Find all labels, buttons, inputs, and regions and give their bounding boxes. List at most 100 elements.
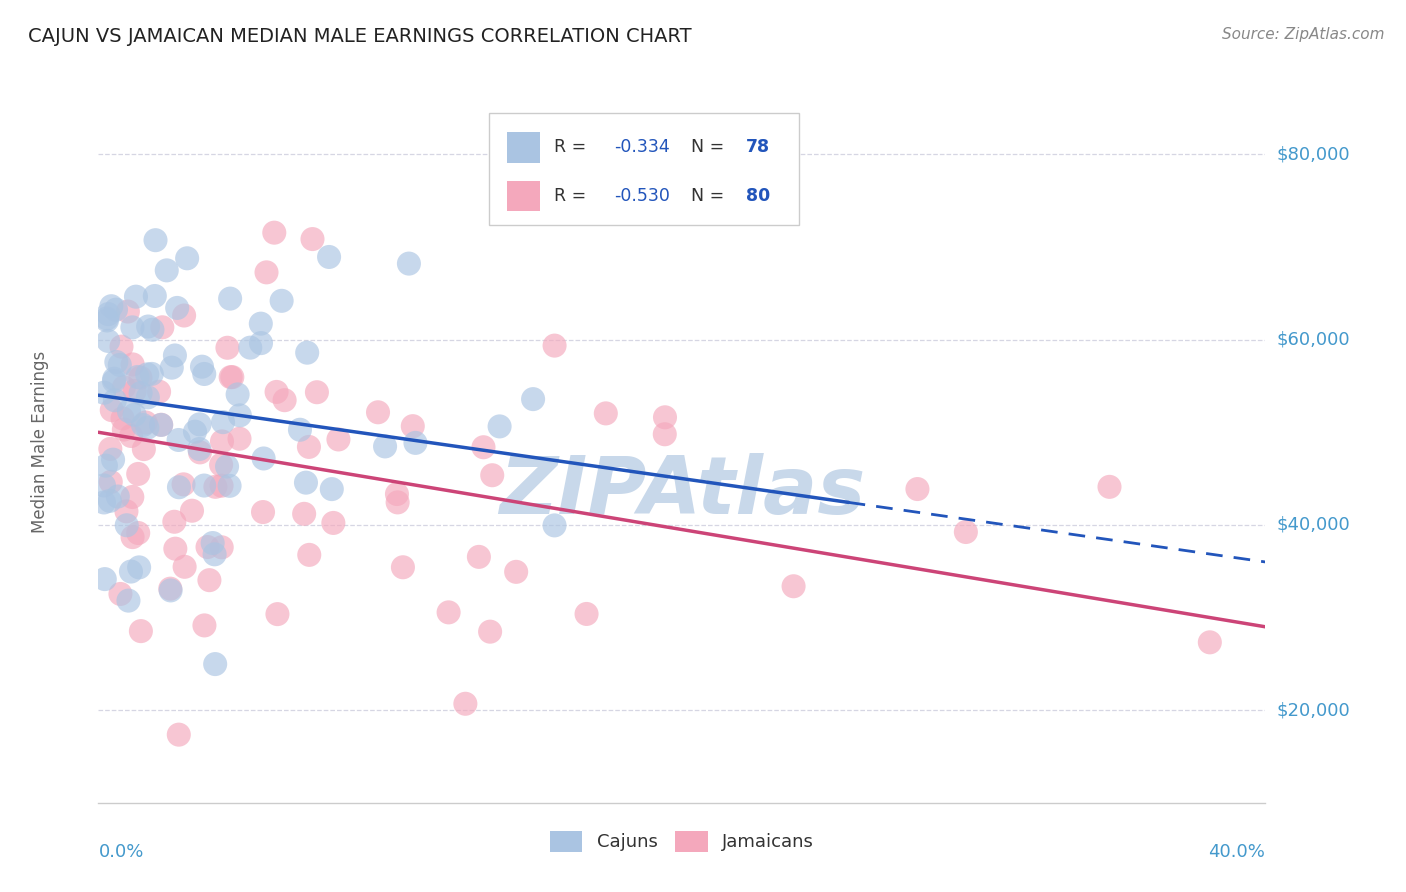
Text: N =: N = xyxy=(692,187,730,205)
Bar xyxy=(508,132,540,162)
Point xyxy=(127,526,149,541)
Point xyxy=(181,504,204,518)
Text: $20,000: $20,000 xyxy=(1277,701,1350,719)
Point xyxy=(305,385,328,400)
Point xyxy=(101,452,124,467)
Point xyxy=(219,370,242,384)
Point xyxy=(163,349,186,363)
Point xyxy=(112,380,135,394)
Point xyxy=(129,624,152,639)
Point xyxy=(163,515,186,529)
Point xyxy=(184,425,207,439)
Point xyxy=(100,475,122,489)
Point xyxy=(322,516,344,530)
Point xyxy=(128,560,150,574)
Point xyxy=(595,406,617,420)
Point xyxy=(105,355,128,369)
Point xyxy=(212,415,235,429)
Point xyxy=(522,392,544,406)
Point xyxy=(198,573,221,587)
Point xyxy=(217,341,239,355)
Point xyxy=(121,490,143,504)
Point xyxy=(173,559,195,574)
Point xyxy=(292,507,315,521)
Point xyxy=(228,432,250,446)
Text: 78: 78 xyxy=(747,138,770,156)
Point xyxy=(104,393,127,408)
FancyBboxPatch shape xyxy=(489,112,799,225)
Point xyxy=(136,368,159,382)
Point xyxy=(98,494,121,508)
Point xyxy=(150,417,173,432)
Point xyxy=(193,618,215,632)
Point xyxy=(543,338,565,352)
Point xyxy=(374,439,396,453)
Point xyxy=(215,459,238,474)
Point xyxy=(295,475,318,490)
Point xyxy=(1098,480,1121,494)
Point xyxy=(176,252,198,266)
Point xyxy=(266,607,288,621)
Bar xyxy=(508,181,540,211)
Point xyxy=(295,345,318,359)
Point xyxy=(318,250,340,264)
Point xyxy=(263,226,285,240)
Point xyxy=(121,530,143,544)
Point xyxy=(193,367,215,381)
Point xyxy=(156,263,179,277)
Point xyxy=(204,480,226,494)
Point xyxy=(505,565,527,579)
Point xyxy=(188,445,211,459)
Text: $40,000: $40,000 xyxy=(1277,516,1350,534)
Point xyxy=(118,404,141,418)
Text: 40.0%: 40.0% xyxy=(1209,843,1265,861)
Point xyxy=(488,419,510,434)
Point xyxy=(141,323,163,337)
Text: R =: R = xyxy=(554,138,592,156)
Point xyxy=(124,408,146,422)
Point xyxy=(253,451,276,466)
Point xyxy=(141,367,163,381)
Point xyxy=(107,490,129,504)
Point xyxy=(108,358,131,372)
Point xyxy=(221,370,243,384)
Point xyxy=(193,478,215,492)
Point xyxy=(437,606,460,620)
Point xyxy=(385,487,408,501)
Point xyxy=(120,429,142,443)
Point xyxy=(165,541,187,556)
Point xyxy=(188,417,211,432)
Point xyxy=(120,565,142,579)
Point xyxy=(167,433,190,447)
Point xyxy=(472,440,495,454)
Point xyxy=(575,607,598,621)
Point xyxy=(150,320,173,334)
Point xyxy=(167,480,190,494)
Text: Median Male Earnings: Median Male Earnings xyxy=(31,351,49,533)
Point xyxy=(112,423,135,437)
Point xyxy=(159,583,181,598)
Point xyxy=(100,299,122,313)
Point xyxy=(454,697,477,711)
Point xyxy=(135,416,157,430)
Point xyxy=(124,384,146,398)
Point xyxy=(298,440,321,454)
Point xyxy=(96,311,118,326)
Point xyxy=(125,290,148,304)
Point xyxy=(94,572,117,586)
Point xyxy=(93,385,115,400)
Point xyxy=(256,265,278,279)
Point xyxy=(103,374,125,388)
Point xyxy=(211,434,233,449)
Point xyxy=(229,409,252,423)
Point xyxy=(103,372,125,386)
Point xyxy=(468,549,491,564)
Point xyxy=(404,436,426,450)
Point xyxy=(93,495,115,509)
Point xyxy=(481,468,503,483)
Point xyxy=(143,289,166,303)
Point xyxy=(402,419,425,434)
Point xyxy=(132,442,155,456)
Point xyxy=(136,319,159,334)
Point xyxy=(479,624,502,639)
